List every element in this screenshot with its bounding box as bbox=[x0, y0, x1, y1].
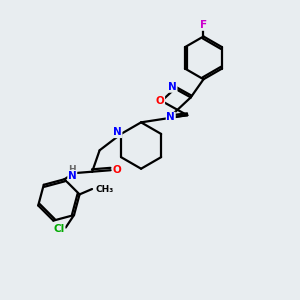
Text: F: F bbox=[200, 20, 207, 30]
Text: O: O bbox=[156, 96, 164, 106]
Text: O: O bbox=[113, 165, 122, 175]
Text: N: N bbox=[167, 112, 175, 122]
Text: N: N bbox=[113, 128, 122, 137]
Text: N: N bbox=[68, 171, 76, 181]
Text: CH₃: CH₃ bbox=[96, 184, 114, 194]
Text: N: N bbox=[168, 82, 177, 92]
Text: Cl: Cl bbox=[53, 224, 65, 234]
Text: H: H bbox=[68, 165, 76, 174]
